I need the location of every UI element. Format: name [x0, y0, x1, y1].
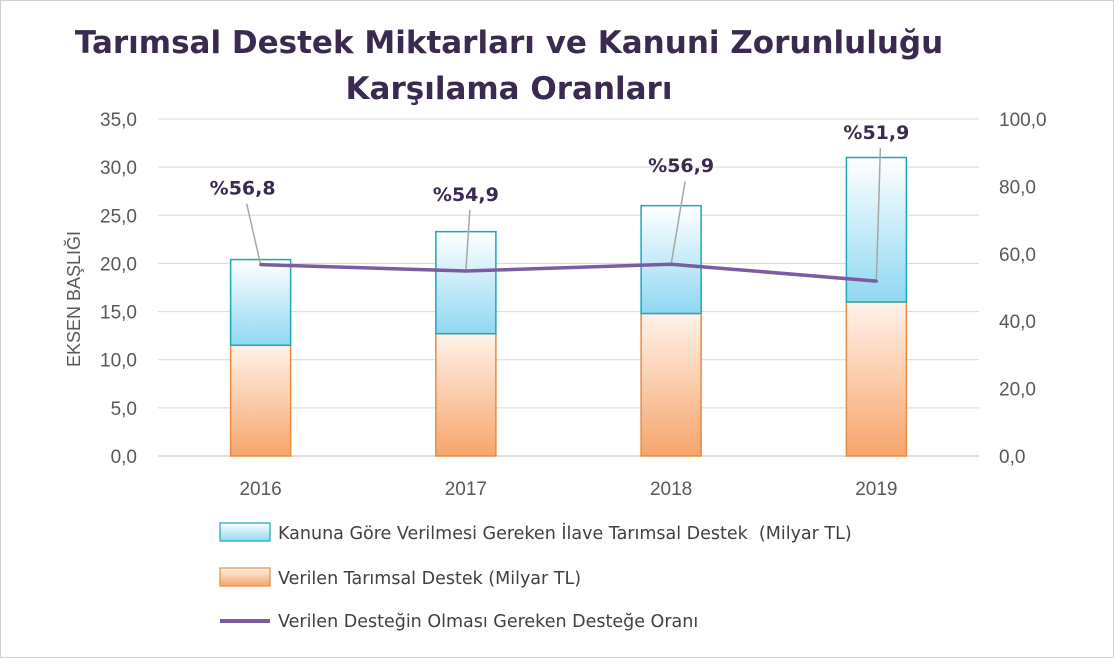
- bar-given: [845, 301, 908, 457]
- y-tick-label: 10,0: [100, 351, 137, 372]
- x-tick-label: 2016: [239, 479, 281, 500]
- y2-tick-label: 80,0: [999, 177, 1036, 198]
- legend-swatch-given: [219, 567, 271, 587]
- ratio-line-layer: %56,8 %54,9 %56,9 %51,9: [210, 122, 909, 283]
- bar-given: [229, 344, 292, 457]
- bar-given: [435, 332, 497, 457]
- legend-item-ratio: Verilen Desteğin Olması Gereken Desteğe …: [220, 612, 698, 632]
- legend-label-given: Verilen Tarımsal Destek (Milyar TL): [278, 569, 581, 589]
- legend-label-ratio: Verilen Desteğin Olması Gereken Desteğe …: [278, 612, 698, 632]
- y-tick-label: 15,0: [100, 303, 137, 324]
- y-tick-label: 0,0: [111, 447, 137, 468]
- legend-item-required: Kanuna Göre Verilmesi Gereken İlave Tarı…: [219, 522, 852, 544]
- bar-required: [640, 204, 702, 315]
- x-tick-label: 2019: [855, 479, 897, 500]
- chart-title-line-1: Tarımsal Destek Miktarları ve Kanuni Zor…: [75, 25, 943, 61]
- y2-tick-label: 20,0: [999, 380, 1036, 401]
- ratio-point: [464, 269, 468, 273]
- data-label-leader: [465, 209, 471, 272]
- data-label-leader: [875, 148, 882, 282]
- y-tick-label: 30,0: [100, 158, 137, 179]
- y2-tick-label: 0,0: [999, 447, 1025, 468]
- ratio-point: [259, 263, 263, 267]
- ratio-data-label: %54,9: [433, 184, 499, 206]
- legend-label-required: Kanuna Göre Verilmesi Gereken İlave Tarı…: [278, 523, 852, 544]
- y-tick-label: 20,0: [100, 254, 137, 275]
- ratio-data-label: %56,8: [210, 178, 276, 200]
- y2-tick-label: 100,0: [999, 110, 1047, 131]
- legend-item-given: Verilen Tarımsal Destek (Milyar TL): [219, 567, 581, 589]
- bar-required: [435, 230, 497, 335]
- y-tick-label: 35,0: [100, 110, 137, 131]
- x-tick-label: 2017: [445, 479, 487, 500]
- data-label-leader: [670, 181, 686, 265]
- ratio-data-label: %51,9: [843, 122, 909, 144]
- ratio-point: [669, 262, 673, 266]
- ratio-point: [874, 279, 878, 283]
- legend: Kanuna Göre Verilmesi Gereken İlave Tarı…: [219, 522, 852, 632]
- bars: [229, 156, 908, 457]
- gridlines: [158, 118, 979, 457]
- axes: 0,0 5,0 10,0 15,0 20,0 25,0 30,0 35,0 0,0 20,0 40,…: [100, 110, 1047, 500]
- y-tick-label: 25,0: [100, 206, 137, 227]
- y2-tick-label: 40,0: [999, 312, 1036, 333]
- y2-tick-label: 60,0: [999, 245, 1036, 266]
- ratio-line: [260, 262, 877, 283]
- ratio-data-label: %56,9: [648, 155, 714, 177]
- y-axis-title: EKSEN BAŞLIĞI: [63, 231, 84, 367]
- y-tick-label: 5,0: [111, 399, 137, 420]
- legend-swatch-required: [219, 522, 271, 542]
- x-tick-label: 2018: [650, 479, 692, 500]
- chart-title-line-2: Karşılama Oranları: [346, 71, 673, 107]
- bar-required: [229, 258, 292, 347]
- bar-given: [640, 312, 702, 457]
- data-label-leader: [245, 203, 262, 265]
